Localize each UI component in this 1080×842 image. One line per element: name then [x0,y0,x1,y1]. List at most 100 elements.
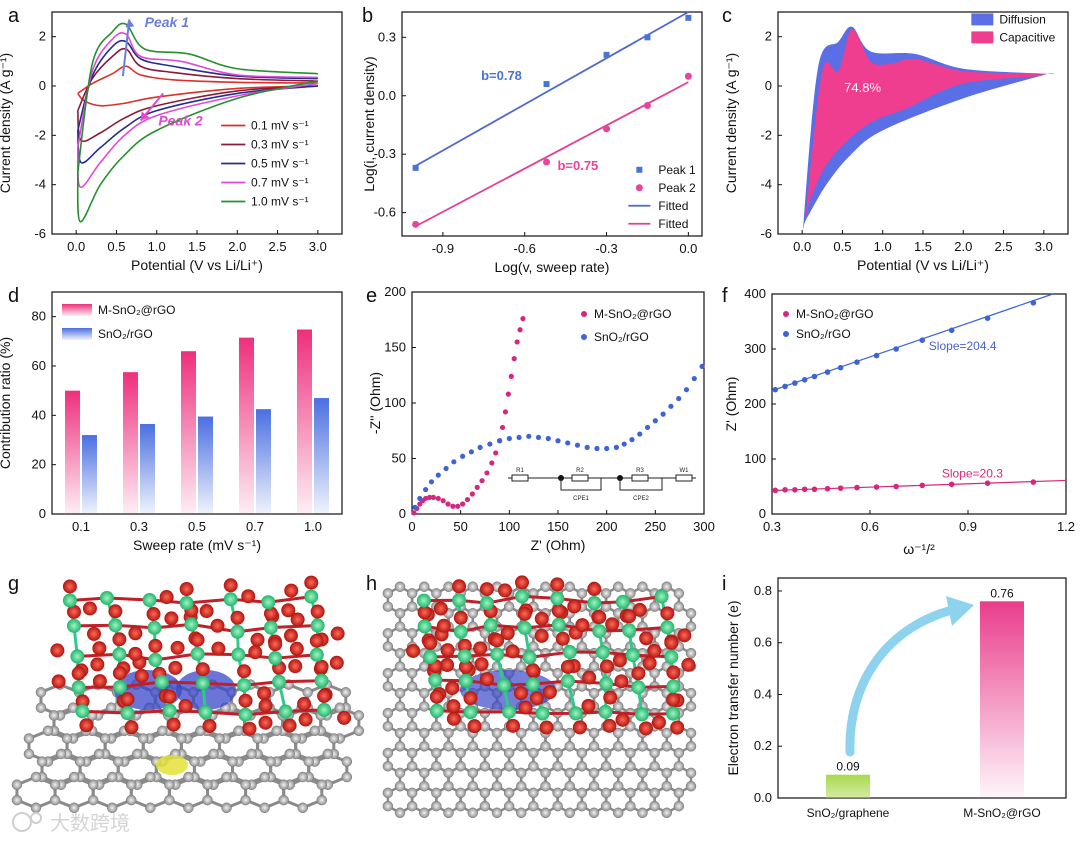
electron-transfer-bar [980,601,1024,798]
carbon-atom [515,727,527,739]
oxygen-atom [170,640,185,655]
carbon-atom [552,721,563,732]
carbon-atom [576,787,588,799]
impedance-point [801,486,808,493]
plot-frame [411,291,705,515]
carbon-atom [661,807,672,819]
tin-atom [268,651,283,666]
plot-frame [51,291,343,515]
y-tick-label: 0 [39,506,46,521]
carbon-atom [443,780,454,792]
nyquist-point [479,478,485,484]
y-tick-label: 200 [384,284,406,299]
impedance-point [811,486,818,493]
carbon-atom [637,807,648,819]
tin-atom [70,649,85,664]
carbon-atom [491,780,503,792]
oxygen-atom [417,605,432,620]
oxygen-atom [134,668,149,683]
nyquist-point [505,391,511,397]
y-tick-label: -6 [760,226,772,241]
x-tick-label: 3.0 [1035,239,1053,254]
y-tick-label: 80 [32,309,46,324]
x-tick-label: -0.6 [514,241,536,256]
impedance-point [873,484,880,490]
x-tick-label: 1.5 [188,239,206,254]
carbon-atom [221,771,232,783]
x-tick-label: 150 [547,519,569,534]
oxygen-atom [263,606,278,621]
carbon-atom [685,741,697,752]
carbon-atom [418,727,430,739]
carbon-atom [382,667,394,679]
carbon-atom [625,588,636,599]
circuit-element [511,474,529,482]
oxygen-atom [66,604,81,619]
panel-c-contribution-area: 0.0 0.5 1.0 1.5 2.0 2.5 3.0 -6 -4 -2 0 2 Potential (… [723,11,1069,273]
nyquist-point [644,424,651,431]
nyquist-point [460,453,466,459]
oxygen-atom [453,610,468,625]
y-tick-label: 0.8 [754,583,772,598]
y-tick-label: 100 [744,451,766,466]
oxygen-atom [330,626,345,641]
y-tick-label: -0.3 [374,146,396,161]
data-point-peak2 [643,101,651,109]
tin-atom [112,647,127,662]
legend-marker [783,331,789,337]
carbon-atom [649,747,660,759]
x-tick-label: 250 [644,519,666,534]
carbon-atom [431,588,442,599]
nyquist-point [484,470,490,476]
y-tick-label: 0.6 [754,635,772,650]
carbon-atom [406,628,418,639]
nyquist-point [440,498,446,504]
carbon-atom [202,779,213,790]
y-tick-label: 0 [39,78,46,93]
tin-atom [587,595,602,610]
carbon-atom [673,747,685,759]
nyquist-point [668,403,674,409]
y-axis-label: Current density (A g⁻¹) [0,53,13,193]
carbon-atom [625,787,636,799]
legend-swatch [62,328,92,340]
oxygen-atom [310,604,325,619]
carbon-atom [685,608,697,619]
carbon-atom [297,802,308,814]
nyquist-point [511,356,517,362]
y-tick-label: 0 [399,506,406,521]
carbon-atom [503,747,515,759]
carbon-atom [673,787,685,799]
carbon-atom [23,748,35,760]
nyquist-point [493,450,499,456]
carbon-atom [418,767,430,779]
legend-swatch [971,13,994,26]
carbon-atom [68,802,80,814]
tin-atom [66,618,81,633]
carbon-atom [93,748,105,760]
tin-atom [496,678,511,693]
carbon-atom [491,727,503,739]
carbon-atom [685,767,697,779]
carbon-atom [552,667,563,679]
carbon-atom [406,707,418,719]
x-tick-label: 0.0 [679,241,697,256]
nyquist-point [423,486,429,493]
impedance-point [948,481,955,488]
carbon-atom [540,780,551,792]
carbon-atom [202,794,213,806]
x-axis-label: Sweep rate (mV s⁻¹) [133,537,261,553]
carbon-atom [612,581,624,592]
carbon-atom [443,767,454,779]
tin-atom [147,620,162,635]
tin-atom [525,677,540,692]
carbon-atom [467,807,478,819]
legend-label: Fitted [658,217,688,231]
carbon-atom [503,787,515,799]
y-tick-label: -4 [34,177,46,192]
oxygen-atom [500,626,515,641]
carbon-atom [23,733,35,744]
tin-atom [184,617,199,632]
legend-label: Fitted [658,199,688,213]
nyquist-point [514,339,520,345]
